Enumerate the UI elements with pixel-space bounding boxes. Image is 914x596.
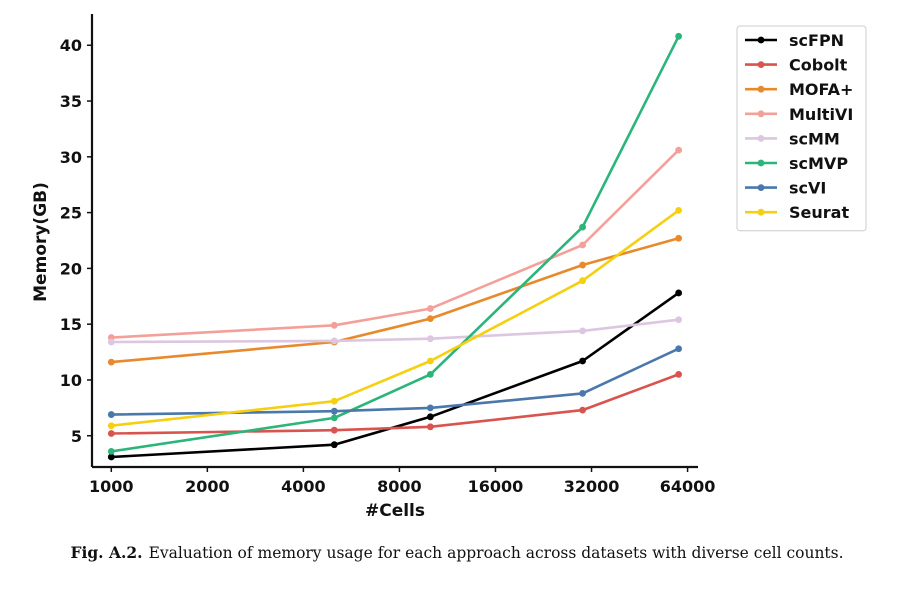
memory-line-chart: 5 10 15 20 25 30 35 40 1000 2000 4000 8000 16000 3200… [31,14,867,521]
data-point [107,422,115,430]
legend-label: Cobolt [789,56,848,75]
series-scmm [107,316,683,346]
legend-item: scVI [745,179,826,198]
y-tick-label: 35 [60,92,82,111]
x-tick-label: 8000 [377,477,422,496]
series-cobolt [107,370,683,437]
y-tick-label: 30 [60,148,82,167]
y-axis-title: Memory(GB) [31,182,51,302]
data-point [107,338,115,346]
series-seurat [107,206,683,430]
data-point [579,261,586,269]
x-tick-label: 1000 [89,477,134,496]
figure-caption: Fig. A.2. Evaluation of memory usage for … [0,543,914,562]
caption-text: Evaluation of memory usage for each appr… [148,544,844,562]
y-tick-label: 25 [60,204,82,223]
data-point [330,321,338,329]
data-point [675,370,683,378]
legend-item: scMVP [745,154,848,173]
legend-swatch-marker [757,61,765,68]
legend: scFPN Cobolt MOFA+ MultiVI scMM scMVP scVI Seur… [736,25,867,232]
series-mofa- [107,234,683,366]
data-point [675,206,683,214]
legend-label: scVI [789,179,826,198]
series-line [111,237,679,364]
x-axis-title: #Cells [365,501,425,521]
legend-item: Cobolt [745,56,848,75]
legend-label: scMM [789,129,840,148]
series-line [111,209,680,427]
data-point [426,404,434,412]
data-point [579,327,586,335]
data-point [330,414,338,422]
data-point [675,32,683,40]
legend-item: MOFA+ [745,80,853,99]
legend-item: scFPN [745,31,844,50]
data-point [426,335,434,343]
data-point [107,411,115,418]
data-point [426,357,434,365]
data-point [675,146,683,154]
data-point [330,426,338,434]
data-point [426,305,434,312]
legend-label: scFPN [789,31,844,50]
x-tick-label: 64000 [660,477,716,496]
data-point [579,406,586,414]
data-point [426,423,434,431]
caption-label: Fig. A.2. [70,543,143,562]
data-point [579,223,586,231]
legend-swatch-marker [757,85,765,93]
x-tick-label: 32000 [564,477,620,496]
legend-item: Seurat [745,203,849,222]
series-scvi [107,345,683,418]
data-point [579,357,586,365]
legend-swatch-marker [757,36,765,44]
legend-swatch-marker [757,159,765,167]
series-line [111,318,679,344]
data-point [330,337,338,345]
legend-swatch-marker [757,135,765,142]
x-tick-label: 2000 [185,477,230,496]
data-point [330,397,338,405]
data-point [579,389,586,397]
y-tick-label: 20 [60,259,82,278]
data-point [675,289,683,297]
data-point [675,345,683,353]
series-line [111,149,680,339]
legend-label: Seurat [789,203,849,222]
series-scmvp [107,32,683,455]
legend-frame [736,25,867,232]
data-point [107,358,115,366]
legend-label: MOFA+ [789,80,853,99]
data-point [675,234,683,242]
series-line [111,373,680,435]
series-multivi [107,146,683,341]
data-point [107,453,115,461]
series-scfpn [107,289,683,461]
legend-label: MultiVI [789,105,853,124]
legend-label: scMVP [789,154,848,173]
legend-item: MultiVI [745,105,853,124]
legend-swatch-marker [757,208,765,216]
data-point [579,241,586,249]
data-point [330,407,338,415]
data-point [426,413,434,421]
y-tick-label: 15 [60,315,82,334]
legend-item: scMM [745,129,840,148]
data-point [107,447,115,455]
data-point [330,441,338,449]
legend-swatch-marker [757,110,765,118]
data-point [426,315,434,323]
data-point [675,316,683,324]
x-tick-label: 4000 [281,477,326,496]
legend-swatch-marker [757,184,765,192]
y-tick-label: 5 [71,427,82,446]
data-point [579,277,586,285]
y-tick-label: 10 [60,371,82,390]
x-tick-label: 16000 [468,477,524,496]
y-tick-label: 40 [60,36,82,55]
data-point [107,430,115,437]
data-point [426,370,434,378]
